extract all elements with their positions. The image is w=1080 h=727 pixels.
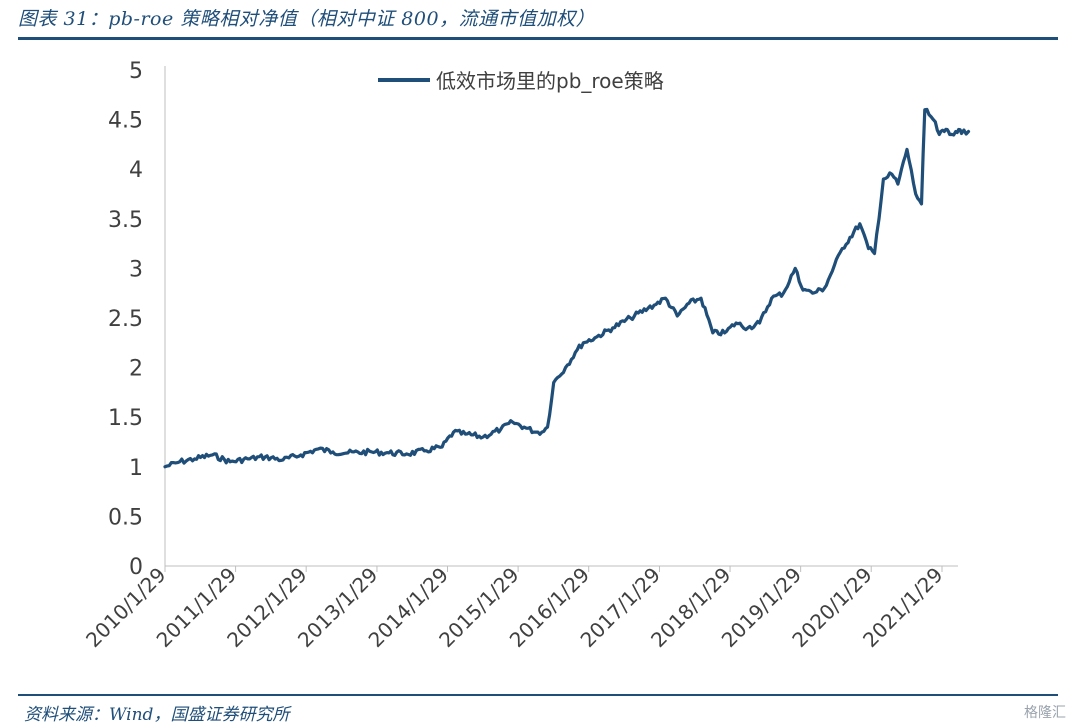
y-tick-label: 0.5 (108, 505, 143, 530)
y-tick-label: 0 (129, 555, 143, 580)
bottom-rule (18, 694, 1058, 696)
y-tick-label: 4 (129, 158, 143, 183)
y-tick-label: 1.5 (108, 406, 143, 431)
y-tick-label: 3.5 (108, 208, 143, 233)
legend-label: 低效市场里的pb_roe策略 (436, 69, 664, 93)
figure-title: 图表 31：pb-roe 策略相对净值（相对中证 800，流通市值加权） (18, 8, 596, 30)
figure-source: 资料来源：Wind，国盛证券研究所 (24, 705, 290, 725)
top-rule (18, 37, 1058, 40)
y-tick-label: 4.5 (108, 109, 143, 134)
series-line (163, 107, 971, 469)
watermark-logo: 格隆汇 (1024, 705, 1066, 721)
y-tick-label: 2 (129, 357, 143, 382)
y-tick-label: 2.5 (108, 307, 143, 332)
y-tick-label: 3 (129, 257, 143, 282)
y-tick-label: 5 (129, 59, 143, 84)
plot-area: 00.511.522.533.544.552010/1/292011/1/292… (81, 59, 971, 652)
y-tick-label: 1 (129, 456, 143, 481)
